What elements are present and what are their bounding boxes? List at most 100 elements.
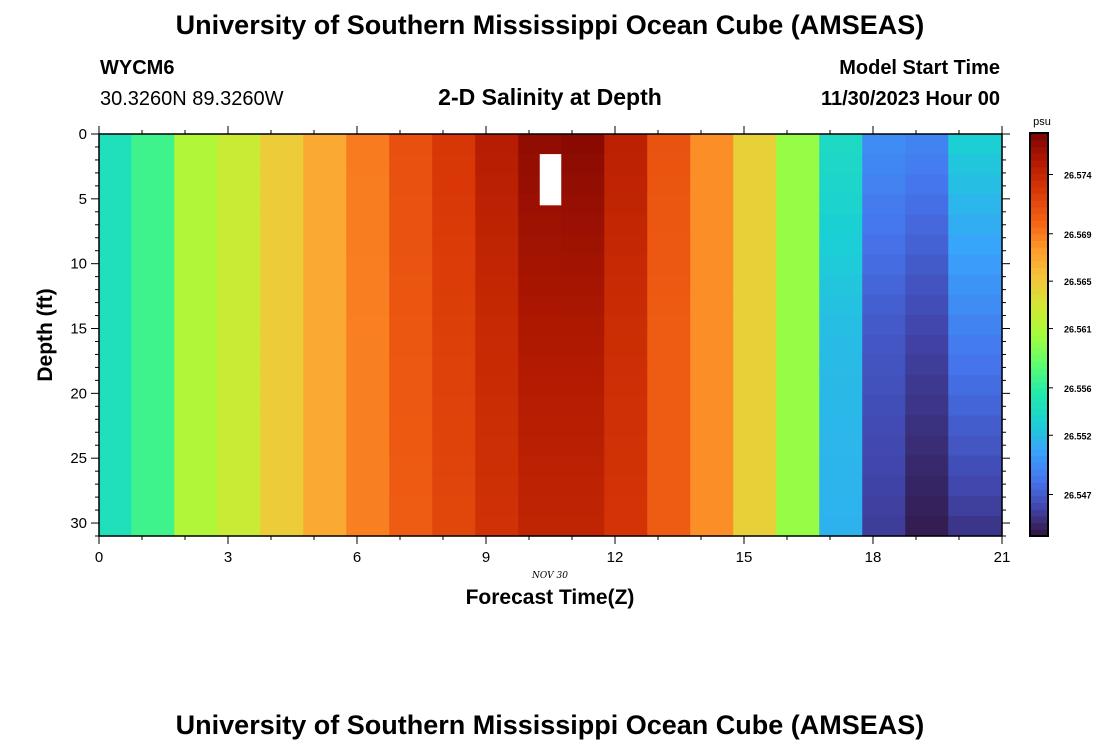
colorbar-segment [1030, 475, 1048, 483]
heatmap-cell [217, 495, 261, 517]
heatmap-cell [174, 234, 218, 256]
heatmap-cell [905, 415, 949, 437]
heatmap-cell [346, 455, 390, 477]
heatmap-cell [862, 174, 906, 195]
heatmap-cell [647, 314, 691, 336]
heatmap-cell [432, 415, 476, 437]
heatmap-cell [432, 455, 476, 477]
colorbar-segment [1030, 133, 1048, 141]
heatmap-cell [99, 355, 132, 376]
heatmap-cell [303, 355, 347, 376]
heatmap-cell [819, 395, 863, 416]
heatmap-cell [260, 375, 304, 396]
heatmap-cell [647, 455, 691, 477]
heatmap-cell [647, 234, 691, 256]
heatmap-cell [475, 335, 519, 356]
heatmap-cell [862, 495, 906, 517]
heatmap-cell [948, 435, 1003, 457]
heatmap-cell [260, 234, 304, 256]
colorbar-segment [1030, 394, 1048, 403]
heatmap-cell [561, 154, 605, 175]
heatmap-cell [346, 515, 390, 537]
heatmap-cell [604, 314, 648, 336]
y-tick-label: 5 [79, 191, 87, 208]
heatmap-cell [776, 274, 820, 296]
heatmap-cell [303, 375, 347, 396]
heatmap-cell [174, 254, 218, 276]
plot-frame [98, 133, 1003, 537]
heatmap-cell [776, 455, 820, 477]
x-tick-label: 15 [736, 549, 753, 566]
colorbar-segment [1030, 159, 1048, 168]
heatmap-cell [948, 375, 1003, 396]
heatmap-cell [690, 335, 734, 356]
heatmap-cell [776, 234, 820, 256]
heatmap-cell [561, 294, 605, 316]
heatmap-cell [389, 495, 433, 517]
heatmap-cell [647, 375, 691, 396]
heatmap-cell [690, 375, 734, 396]
colorbar-segment [1030, 321, 1048, 329]
heatmap-cell [604, 294, 648, 316]
heatmap-cell [905, 455, 949, 477]
heatmap-cell [690, 294, 734, 316]
colorbar-tick-label: 26.552 [1064, 431, 1092, 441]
heatmap-cell [905, 515, 949, 537]
heatmap-cell [389, 335, 433, 356]
heatmap-cell [475, 375, 519, 396]
heatmap-cell [346, 254, 390, 276]
colorbar-tick-label: 26.565 [1064, 277, 1092, 287]
x-axis-title: Forecast Time(Z) [466, 586, 635, 609]
heatmap-cell [303, 234, 347, 256]
heatmap-cell [690, 455, 734, 477]
heatmap-cell [690, 194, 734, 215]
heatmap-cell [217, 355, 261, 376]
heatmap-cell [862, 415, 906, 437]
colorbar-segment [1030, 146, 1048, 154]
heatmap-cell [518, 254, 562, 276]
heatmap-cell [99, 375, 132, 396]
heatmap-cell [733, 335, 777, 356]
heatmap-cell [733, 214, 777, 236]
heatmap-cell [518, 395, 562, 416]
heatmap-cell [733, 395, 777, 416]
x-tick-label: 18 [865, 549, 882, 566]
heatmap-cell [346, 335, 390, 356]
heatmap-cell [733, 154, 777, 175]
heatmap-cell [131, 194, 175, 215]
heatmap-cell [303, 395, 347, 416]
heatmap-cell [733, 194, 777, 215]
model-start-time: 11/30/2023 Hour 00 [820, 88, 1000, 110]
heatmap-cell [862, 254, 906, 276]
heatmap-cell [690, 154, 734, 175]
heatmap-cell [432, 375, 476, 396]
colorbar-segment [1030, 374, 1048, 383]
model-start-label: Model Start Time [839, 57, 1000, 79]
heatmap-cell [99, 174, 132, 195]
heatmap-cell [948, 415, 1003, 437]
heatmap-cell [862, 294, 906, 316]
heatmap-cell [518, 134, 562, 155]
colorbar-segment [1030, 253, 1048, 262]
heatmap-cell [733, 294, 777, 316]
date-label: NOV 30 [531, 571, 568, 581]
heatmap-cell [303, 314, 347, 336]
heatmap-cell [862, 375, 906, 396]
heatmap-cell [561, 194, 605, 215]
heatmap-cell [733, 475, 777, 497]
heatmap-cell [475, 174, 519, 195]
heatmap-cell [99, 415, 132, 437]
heatmap-cell [604, 254, 648, 276]
colorbar-segment [1030, 428, 1048, 436]
colorbar-segment [1030, 274, 1048, 282]
heatmap-cell [303, 435, 347, 457]
heatmap-cell [432, 395, 476, 416]
heatmap-cell [260, 154, 304, 175]
heatmap-cell [733, 274, 777, 296]
y-tick-label: 10 [70, 256, 87, 273]
heatmap-cell [819, 274, 863, 296]
heatmap-cell [905, 495, 949, 517]
heatmap-cell [131, 234, 175, 256]
heatmap-cell [733, 415, 777, 437]
heatmap-cell [819, 134, 863, 155]
